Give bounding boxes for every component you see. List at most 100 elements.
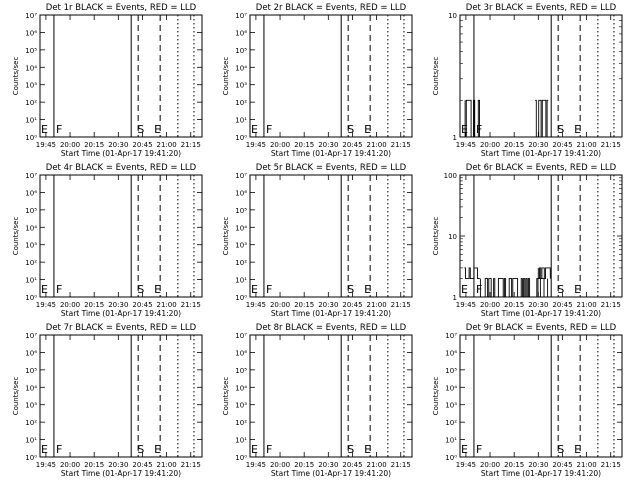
marker-letter-f: F bbox=[56, 283, 62, 296]
x-axis-label: Start Time (01-Apr-17 19:41:20) bbox=[61, 469, 181, 478]
panel-det-5: Det 5r BLACK = Events, RED = LLD 10⁰ 10¹ 10… bbox=[222, 163, 413, 318]
marker-letter-e: E bbox=[41, 123, 48, 136]
x-tick-label: 20:45 bbox=[342, 461, 362, 469]
y-tick-label: 10⁵ bbox=[25, 47, 37, 55]
y-tick-label: 10¹ bbox=[25, 117, 37, 125]
y-tick-label: 10⁶ bbox=[25, 29, 37, 37]
marker-letter-f: F bbox=[476, 443, 482, 456]
x-tick-label: 19:45 bbox=[36, 301, 56, 309]
marker-letter-e: E bbox=[41, 283, 48, 296]
y-tick-label: 10⁴ bbox=[25, 384, 37, 392]
y-tick-label: 10⁵ bbox=[235, 207, 247, 215]
marker-letter-s: S bbox=[347, 443, 354, 456]
marker-letter-e-end: E bbox=[154, 123, 161, 136]
marker-letter-s: S bbox=[347, 283, 354, 296]
y-tick-label: 10⁰ bbox=[25, 294, 37, 302]
event-count-trace bbox=[535, 99, 549, 138]
y-tick-label: 1 bbox=[453, 294, 457, 302]
x-tick-label: 20:00 bbox=[270, 461, 290, 469]
x-tick-label: 19:45 bbox=[246, 301, 266, 309]
marker-letter-e: E bbox=[251, 443, 258, 456]
y-axis-label: Counts/sec bbox=[432, 377, 440, 416]
y-axis-label: Counts/sec bbox=[432, 217, 440, 256]
marker-letter-e-end: E bbox=[364, 443, 371, 456]
panel-title: Det 3r BLACK = Events, RED = LLD bbox=[466, 3, 617, 13]
x-tick-label: 20:30 bbox=[108, 141, 128, 149]
x-tick-label: 20:30 bbox=[528, 301, 548, 309]
y-tick-label: 10⁴ bbox=[25, 224, 37, 232]
marker-letter-e: E bbox=[461, 443, 468, 456]
panel-det-4: Det 4r BLACK = Events, RED = LLD 10⁰ 10¹ 10… bbox=[12, 163, 203, 318]
x-tick-label: 21:00 bbox=[157, 141, 177, 149]
panel-det-3: Det 3r BLACK = Events, RED = LLD 1 10 Count… bbox=[432, 3, 623, 158]
x-tick-label: 20:45 bbox=[342, 141, 362, 149]
marker-letter-e-end: E bbox=[574, 443, 581, 456]
x-tick-label: 21:00 bbox=[157, 301, 177, 309]
y-tick-label: 10³ bbox=[25, 402, 37, 410]
x-axis-label: Start Time (01-Apr-17 19:41:20) bbox=[271, 309, 391, 318]
marker-letter-e: E bbox=[461, 283, 468, 296]
x-tick-label: 20:00 bbox=[60, 301, 80, 309]
y-tick-label: 10⁵ bbox=[445, 367, 457, 375]
y-tick-label: 10⁰ bbox=[235, 134, 247, 142]
y-tick-label: 10¹ bbox=[25, 437, 37, 445]
x-tick-label: 20:30 bbox=[318, 301, 338, 309]
y-tick-label: 10⁶ bbox=[445, 349, 457, 357]
y-tick-label: 10¹ bbox=[445, 437, 457, 445]
y-tick-label: 10⁴ bbox=[235, 64, 247, 72]
y-tick-label: 10⁴ bbox=[235, 224, 247, 232]
panel-det-7: Det 7r BLACK = Events, RED = LLD 10⁰ 10¹ 10… bbox=[12, 323, 203, 478]
y-tick-label: 10³ bbox=[235, 82, 247, 90]
event-count-trace bbox=[464, 267, 480, 280]
x-tick-label: 20:00 bbox=[270, 141, 290, 149]
y-tick-label: 10 bbox=[448, 233, 457, 241]
marker-letter-s: S bbox=[557, 443, 564, 456]
y-tick-label: 10⁵ bbox=[235, 47, 247, 55]
y-axis-label: Counts/sec bbox=[12, 377, 20, 416]
x-tick-label: 21:00 bbox=[577, 301, 597, 309]
y-tick-label: 10³ bbox=[445, 402, 457, 410]
x-tick-label: 20:45 bbox=[552, 461, 572, 469]
y-tick-label: 10⁷ bbox=[25, 332, 37, 340]
y-tick-label: 10² bbox=[235, 419, 247, 427]
marker-letter-s: S bbox=[137, 443, 144, 456]
y-tick-label: 1 bbox=[453, 134, 457, 142]
x-tick-label: 20:30 bbox=[108, 461, 128, 469]
x-axis-label: Start Time (01-Apr-17 19:41:20) bbox=[271, 149, 391, 158]
y-tick-label: 10⁰ bbox=[445, 454, 457, 462]
y-tick-label: 10¹ bbox=[25, 277, 37, 285]
marker-letter-e-end: E bbox=[154, 283, 161, 296]
plot-frame bbox=[459, 334, 623, 458]
marker-letter-e-end: E bbox=[364, 283, 371, 296]
y-axis-label: Counts/sec bbox=[12, 217, 20, 256]
x-tick-label: 21:15 bbox=[601, 301, 621, 309]
x-axis-label: Start Time (01-Apr-17 19:41:20) bbox=[61, 309, 181, 318]
y-axis-label: Counts/sec bbox=[432, 57, 440, 96]
y-tick-label: 10⁰ bbox=[25, 134, 37, 142]
y-tick-label: 10² bbox=[235, 99, 247, 107]
x-tick-label: 21:00 bbox=[157, 461, 177, 469]
x-tick-label: 20:15 bbox=[294, 141, 314, 149]
y-tick-label: 10⁰ bbox=[25, 454, 37, 462]
marker-letter-e: E bbox=[251, 283, 258, 296]
y-axis-label: Counts/sec bbox=[222, 57, 230, 96]
plot-frame bbox=[39, 334, 203, 458]
y-tick-label: 10¹ bbox=[235, 437, 247, 445]
y-tick-label: 10⁰ bbox=[235, 294, 247, 302]
y-tick-label: 10² bbox=[25, 99, 37, 107]
x-tick-label: 20:15 bbox=[504, 301, 524, 309]
x-axis-label: Start Time (01-Apr-17 19:41:20) bbox=[481, 149, 601, 158]
x-tick-label: 19:45 bbox=[456, 461, 476, 469]
panel-title: Det 7r BLACK = Events, RED = LLD bbox=[46, 323, 197, 333]
panel-title: Det 9r BLACK = Events, RED = LLD bbox=[466, 323, 617, 333]
y-tick-label: 10⁵ bbox=[25, 207, 37, 215]
y-tick-label: 10² bbox=[25, 419, 37, 427]
plot-frame bbox=[39, 174, 203, 298]
y-tick-label: 10⁷ bbox=[235, 12, 247, 20]
marker-letter-e-end: E bbox=[364, 123, 371, 136]
plot-frame bbox=[249, 174, 413, 298]
y-tick-label: 10⁷ bbox=[445, 332, 457, 340]
x-tick-label: 21:00 bbox=[367, 301, 387, 309]
x-tick-label: 20:15 bbox=[84, 141, 104, 149]
x-tick-label: 21:15 bbox=[391, 461, 411, 469]
